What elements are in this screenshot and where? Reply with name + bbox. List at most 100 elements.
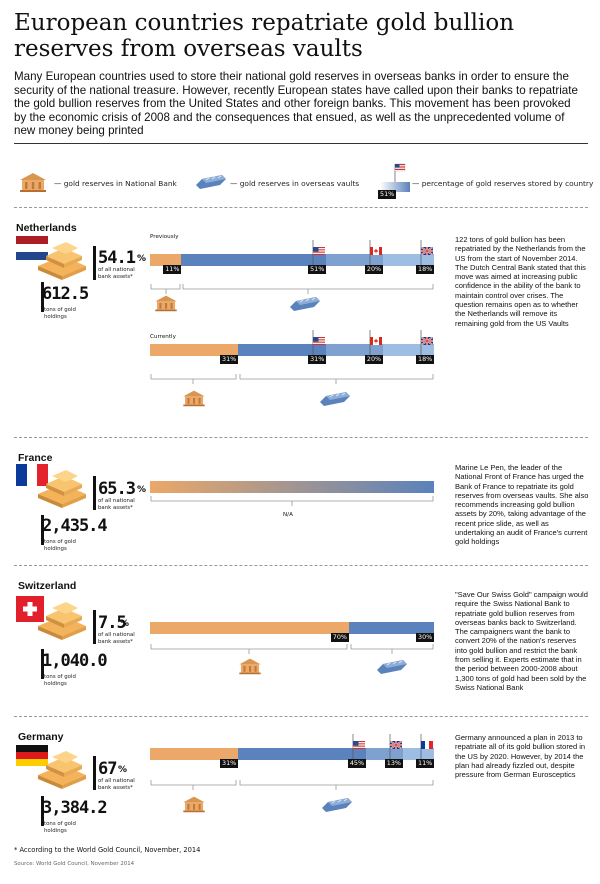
flag-united-kingdom-icon <box>420 240 434 266</box>
bar-segment-national-bank <box>150 622 349 634</box>
legend-percentage-tag: 51% <box>378 190 397 199</box>
france-pct-sign: % <box>137 485 147 495</box>
nl-now-overseas-vault-icon <box>318 388 352 414</box>
legend-divider <box>14 207 588 208</box>
bar-fr-na <box>150 481 434 493</box>
switzerland-pct-sign: % <box>120 619 130 629</box>
france-tons-label: tons of gold holdings <box>44 539 76 552</box>
switzerland-description: "Save Our Swiss Gold" campaign would req… <box>455 590 588 692</box>
gold-bars-icon <box>34 600 90 644</box>
bar-value-label: 18% <box>416 355 435 364</box>
bar-ch-braces <box>150 642 434 658</box>
germany-tons: 3,384.2 <box>42 798 108 818</box>
nl-prev-national-bank-icon <box>152 293 180 317</box>
flag-united-states-icon <box>312 240 326 266</box>
germany-tons-label: tons of gold holdings <box>44 821 76 834</box>
bar-value-label: 31% <box>308 355 327 364</box>
france-assets-label: of all national bank assets* <box>98 498 135 511</box>
bar-nl-prev: 11% 51% 20% 18% <box>150 240 435 280</box>
bar-value-label: 30% <box>416 633 435 642</box>
bar-segment-united-states <box>238 344 327 356</box>
netherlands-previously-label: Previously <box>150 234 179 240</box>
intro-text: Many European countries used to store th… <box>14 70 578 138</box>
flag-united-kingdom-icon <box>389 734 403 760</box>
country-name-germany: Germany <box>18 731 64 743</box>
bar-value-label: 11% <box>416 759 435 768</box>
bar-segment-united-states <box>238 748 366 760</box>
country-name-france: France <box>18 452 53 464</box>
nl-now-national-bank-icon <box>180 388 208 412</box>
gold-bars-icon <box>34 468 90 512</box>
ch-overseas-vault-icon <box>375 656 409 682</box>
flag-netherlands-icon <box>16 236 48 264</box>
bar-value-label: 51% <box>308 265 327 274</box>
country-name-switzerland: Switzerland <box>18 580 77 592</box>
gold-bars-icon <box>34 240 90 284</box>
bar-segment-united-kingdom <box>365 748 403 760</box>
netherlands-tons: 612.5 <box>42 284 89 304</box>
gold-bars-icon <box>34 749 90 793</box>
footnote: * According to the World Gold Council, N… <box>14 846 201 854</box>
netherlands-divider <box>14 437 588 438</box>
legend-national-bank-icon <box>16 170 50 198</box>
bar-nl-now-braces <box>150 372 434 412</box>
de-overseas-vault-icon <box>320 794 354 820</box>
switzerland-assets-pct: 7.5 <box>98 613 127 633</box>
switzerland-assets-label: of all national bank assets* <box>98 632 135 645</box>
flag-canada-icon <box>369 240 383 266</box>
bar-nl-prev-braces <box>150 282 434 322</box>
bar-segment-national-bank <box>150 254 182 266</box>
ch-national-bank-icon <box>236 656 264 680</box>
bar-segment-united-states <box>181 254 327 266</box>
country-name-netherlands: Netherlands <box>16 222 77 234</box>
legend-overseas-vault-icon <box>194 171 228 197</box>
netherlands-tons-label: tons of gold holdings <box>44 307 76 320</box>
bar-segment-overseas <box>348 622 434 634</box>
legend-overseas-text: — gold reserves in overseas vaults <box>230 179 360 188</box>
germany-assets-label: of all national bank assets* <box>98 778 135 791</box>
bar-de: 31% 45% 13% 11% <box>150 734 435 774</box>
page-title: European countries repatriate gold bulli… <box>14 10 515 62</box>
bar-value-label: 13% <box>384 759 403 768</box>
bar-value-label: 11% <box>163 265 182 274</box>
bar-de-braces <box>150 778 434 794</box>
bar-segment-national-bank <box>150 748 239 760</box>
bar-segment-france <box>402 748 434 760</box>
header-divider <box>14 143 588 144</box>
france-na: N/A <box>283 512 293 518</box>
bar-value-label: 31% <box>220 355 239 364</box>
netherlands-pct-sign: % <box>137 254 147 264</box>
bar-ch: 70% 30% <box>150 608 435 648</box>
legend-percentage-sample: 51% <box>378 162 410 199</box>
bar-nl-now: 31% 31% 20% 18% <box>150 330 435 370</box>
germany-pct-sign: % <box>118 765 128 775</box>
flag-united-kingdom-icon <box>420 330 434 356</box>
switzerland-tons-label: tons of gold holdings <box>44 674 76 687</box>
de-national-bank-icon <box>180 794 208 818</box>
flag-france-icon <box>16 464 48 490</box>
france-divider <box>14 565 588 566</box>
france-assets-pct: 65.3 <box>98 479 136 499</box>
bar-segment-canada <box>326 344 383 356</box>
legend-percentage-text: — percentage of gold reserves stored by … <box>412 179 594 188</box>
netherlands-description: 122 tons of gold bullion has been repatr… <box>455 235 586 328</box>
netherlands-currently-label: Currently <box>150 334 176 340</box>
bar-value-label: 70% <box>330 633 350 642</box>
bar-value-label: 31% <box>220 759 239 768</box>
flag-switzerland-icon <box>16 596 44 626</box>
bar-value-label: 45% <box>347 759 367 768</box>
legend-national-bank-text: — gold reserves in National Bank <box>54 179 177 188</box>
france-description: Marine Le Pen, the leader of the Nationa… <box>455 463 589 547</box>
bar-fr-brace <box>150 493 434 507</box>
netherlands-assets-label: of all national bank assets* <box>98 267 135 280</box>
bar-value-label: 20% <box>364 265 384 274</box>
source: Source: World Gold Council, November 201… <box>14 861 135 867</box>
france-tons: 2,435.4 <box>42 516 108 536</box>
flag-france-icon <box>420 734 434 760</box>
flag-germany-icon <box>16 745 48 770</box>
bar-segment-national-bank <box>150 344 239 356</box>
switzerland-tons: 1,040.0 <box>42 651 108 671</box>
germany-assets-pct: 67 <box>98 759 118 779</box>
germany-description: Germany announced a plan in 2013 to repa… <box>455 733 586 780</box>
flag-canada-icon <box>369 330 383 356</box>
